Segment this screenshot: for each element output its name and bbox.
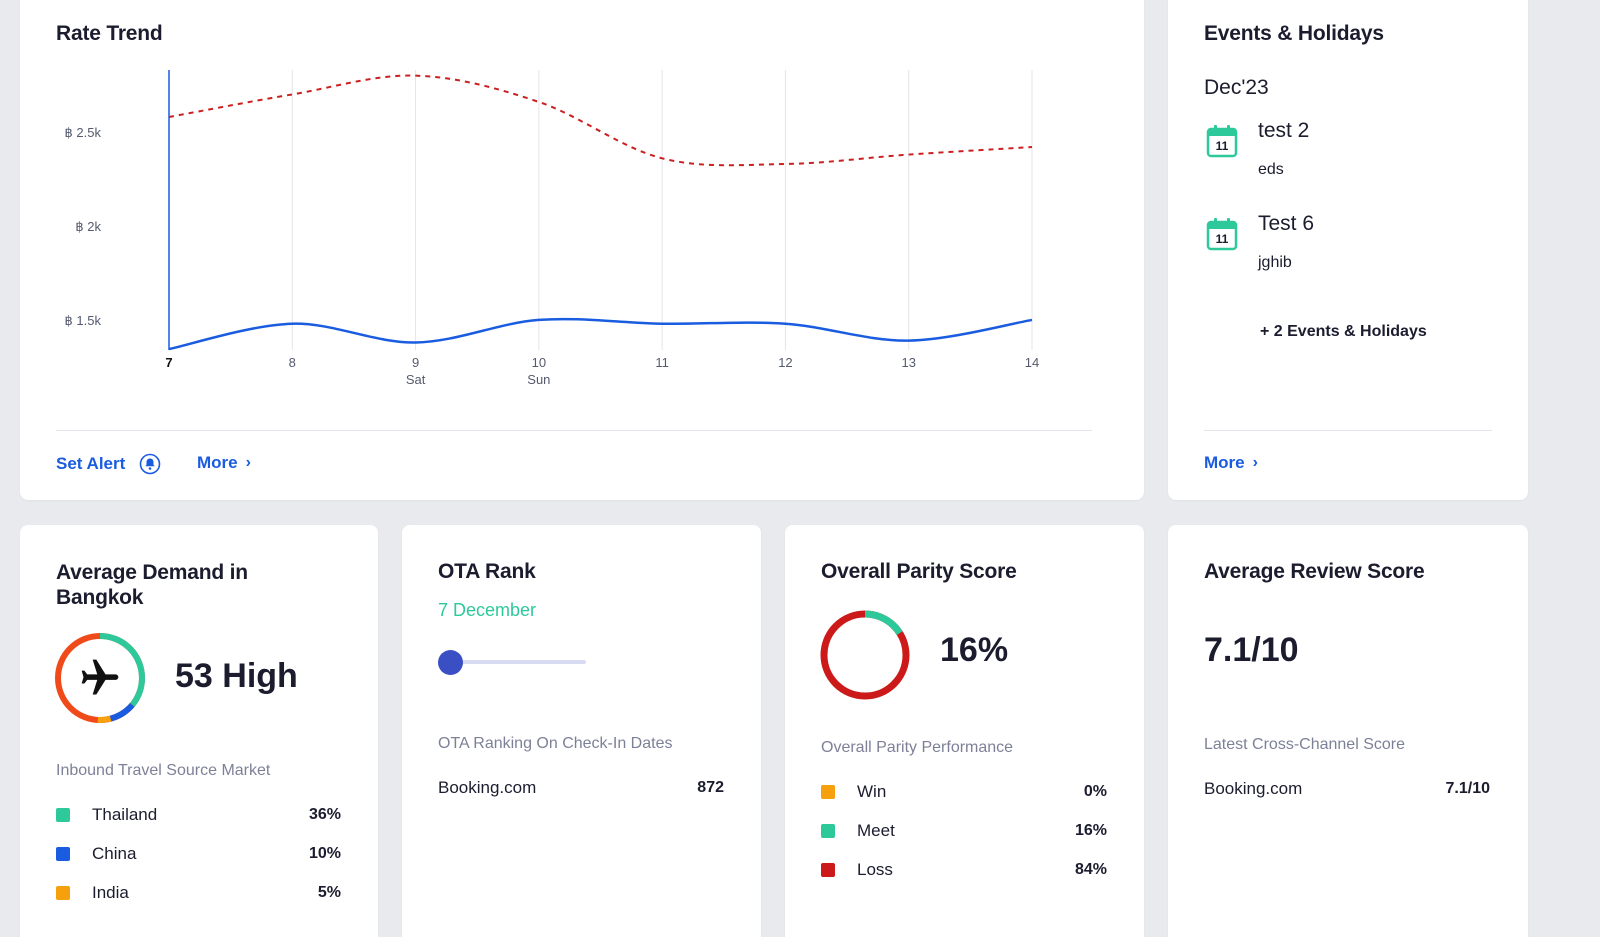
market-value: 5%: [317, 884, 341, 901]
list-item: Loss 84%: [821, 860, 1107, 880]
events-month: Dec'23: [1204, 76, 1269, 99]
review-card: Average Review Score 7.1/10 Latest Cross…: [1168, 525, 1528, 937]
legend-swatch: [821, 785, 835, 799]
ota-rank-date: 7 December: [438, 600, 537, 620]
ota-rank-slider[interactable]: [438, 650, 586, 676]
demand-title-line1: Average Demand in: [56, 561, 248, 584]
event-name: test 2: [1258, 119, 1310, 142]
y-tick-label: ฿ 2.5k: [65, 125, 102, 140]
ota-rank-title: OTA Rank: [438, 560, 536, 583]
list-item: Thailand 36%: [56, 805, 341, 825]
event-name: Test 6: [1258, 212, 1315, 235]
rate-trend-more-label: More: [197, 453, 238, 472]
event-item[interactable]: 11 test 2 eds: [1204, 119, 1504, 190]
list-item: China 10%: [56, 844, 341, 864]
x-tick-label: 10: [532, 355, 546, 370]
demand-title: Average Demand in Bangkok: [56, 560, 248, 610]
review-subtitle: Latest Cross-Channel Score: [1204, 736, 1405, 753]
x-tick-sublabel: Sun: [527, 372, 550, 387]
rate-trend-more-button[interactable]: More ›: [197, 453, 251, 473]
legend-swatch: [56, 808, 70, 822]
event-desc: eds: [1258, 161, 1284, 178]
airplane-icon: [78, 656, 122, 700]
review-source-score: 7.1/10: [1445, 780, 1490, 797]
parity-card: Overall Parity Score 16% Overall Parity …: [785, 525, 1144, 937]
list-item: India 5%: [56, 883, 341, 903]
market-value: 10%: [308, 845, 341, 862]
table-row: Booking.com 872: [438, 778, 724, 798]
events-more-label: More: [1204, 453, 1245, 472]
more-events-link[interactable]: + 2 Events & Holidays: [1260, 323, 1427, 340]
parity-label: Win: [857, 782, 887, 801]
list-item: Win 0%: [821, 782, 1107, 802]
x-tick-label: 11: [655, 355, 669, 370]
ota-source: Booking.com: [438, 778, 537, 797]
series-line: [168, 317, 1033, 351]
parity-donut: [820, 610, 910, 700]
set-alert-label: Set Alert: [56, 454, 126, 473]
slider-handle[interactable]: [438, 650, 463, 675]
slider-track: [444, 660, 586, 664]
parity-subtitle: Overall Parity Performance: [821, 739, 1014, 756]
x-tick-label: 7: [165, 355, 172, 370]
market-value: 36%: [308, 806, 341, 823]
events-title: Events & Holidays: [1204, 22, 1384, 45]
legend-swatch: [821, 863, 835, 877]
legend-swatch: [56, 886, 70, 900]
demand-title-line2: Bangkok: [56, 586, 144, 609]
x-tick-sublabel: Sat: [406, 372, 426, 387]
event-day: 11: [1215, 232, 1229, 246]
event-desc: jghib: [1258, 254, 1292, 271]
x-tick-label: 8: [289, 355, 296, 370]
demand-subtitle: Inbound Travel Source Market: [56, 762, 271, 779]
chevron-right-icon: ›: [245, 454, 251, 471]
parity-title: Overall Parity Score: [821, 560, 1017, 583]
ota-rank-value: 872: [697, 779, 724, 796]
x-tick-label: 12: [778, 355, 792, 370]
x-tick-label: 9: [412, 355, 419, 370]
y-tick-label: ฿ 1.5k: [65, 313, 102, 328]
ota-rank-subtitle: OTA Ranking On Check-In Dates: [438, 735, 673, 752]
event-day: 11: [1215, 139, 1229, 153]
legend-swatch: [56, 847, 70, 861]
x-tick-label: 14: [1025, 355, 1039, 370]
events-more-button[interactable]: More ›: [1204, 453, 1258, 473]
market-name: Thailand: [92, 805, 158, 824]
table-row: Booking.com 7.1/10: [1204, 779, 1490, 799]
parity-value: 16%: [940, 631, 1009, 669]
rate-trend-title: Rate Trend: [56, 22, 163, 45]
market-name: China: [92, 844, 137, 863]
list-item: Meet 16%: [821, 821, 1107, 841]
chevron-right-icon: ›: [1252, 454, 1258, 471]
parity-label: Meet: [857, 821, 895, 840]
calendar-icon: 11: [1206, 217, 1238, 251]
ota-rank-card: OTA Rank 7 December OTA Ranking On Check…: [402, 525, 761, 937]
parity-item-value: 0%: [1083, 783, 1107, 800]
rate-trend-chart: ฿ 1.5k ฿ 2k ฿ 2.5k 7 8 9 Sat 10 Sun 11 12 13 14: [65, 70, 1039, 387]
parity-item-value: 16%: [1074, 822, 1107, 839]
events-divider: [1204, 430, 1492, 431]
set-alert-button[interactable]: Set Alert: [56, 453, 161, 475]
donut-meet-arc: [820, 610, 910, 700]
review-source: Booking.com: [1204, 779, 1303, 798]
event-item[interactable]: 11 Test 6 jghib: [1204, 212, 1504, 283]
rate-trend-divider: [56, 430, 1092, 431]
series-line: [168, 74, 1033, 167]
demand-value: 53 High: [175, 657, 298, 695]
bell-icon: [139, 453, 161, 475]
demand-card: Average Demand in Bangkok 53 High Inboun…: [20, 525, 378, 937]
calendar-icon: 11: [1206, 124, 1238, 158]
parity-label: Loss: [857, 860, 893, 879]
events-card: Events & Holidays Dec'23 11 test 2 eds 1…: [1168, 0, 1528, 500]
market-name: India: [92, 883, 129, 902]
y-tick-label: ฿ 2k: [75, 219, 101, 234]
legend-swatch: [821, 824, 835, 838]
x-tick-label: 13: [901, 355, 915, 370]
rate-trend-card: Rate Trend ฿ 1.5k ฿ 2k ฿ 2.5k 7 8 9 Sat 10 Sun 11…: [20, 0, 1144, 500]
review-value: 7.1/10: [1204, 631, 1299, 669]
parity-item-value: 84%: [1074, 861, 1107, 878]
review-title: Average Review Score: [1204, 560, 1425, 583]
demand-gauge: [54, 632, 146, 724]
